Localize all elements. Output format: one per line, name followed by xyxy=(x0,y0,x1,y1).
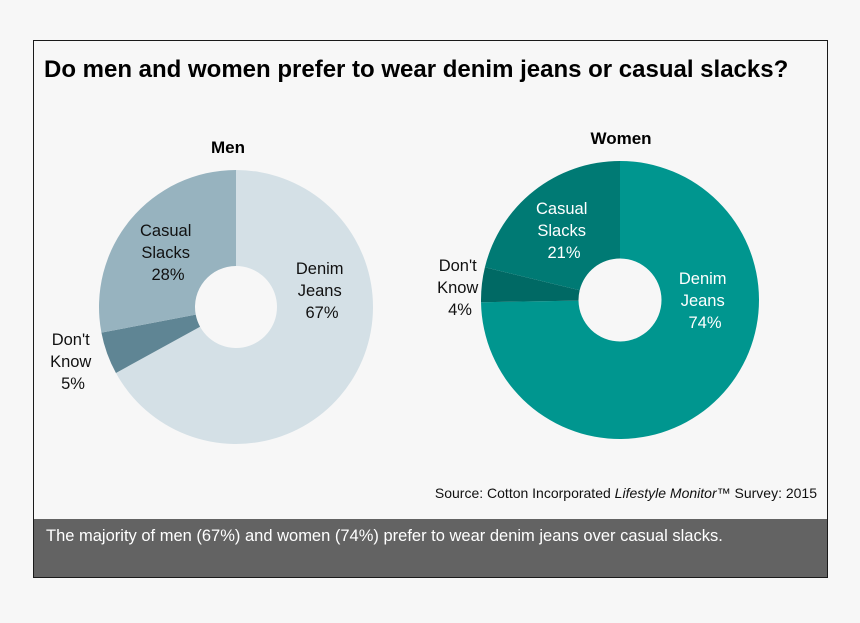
source-suffix: ™ Survey: 2015 xyxy=(716,485,817,501)
men-slice-denim-jeans xyxy=(115,170,373,445)
men-label-dont-know: Don't Know 5% xyxy=(50,331,96,393)
women-chart-title: Women xyxy=(590,129,651,148)
women-label-dont-know: Don't Know 4% xyxy=(437,257,483,319)
takeaway-banner: The majority of men (67%) and women (74%… xyxy=(34,519,827,577)
men-donut-chart: Men Denim Jeans 67% Don't Know 5% Casual… xyxy=(50,138,373,445)
infographic-card: Do men and women prefer to wear denim je… xyxy=(33,40,828,578)
men-slice-dont-know xyxy=(101,314,201,374)
men-chart-title: Men xyxy=(211,138,245,157)
women-label-casual-slacks: Casual Slacks 21% xyxy=(536,200,592,262)
men-label-casual-slacks: Casual Slacks 28% xyxy=(140,222,196,284)
men-label-denim-jeans: Denim Jeans 67% xyxy=(296,260,348,322)
women-slice-dont-know xyxy=(481,267,580,303)
source-publication: Lifestyle Monitor xyxy=(614,485,717,501)
women-donut-chart: Women Denim Jeans 74% Don't Know 4% Casu… xyxy=(437,129,760,439)
men-slice-casual-slacks xyxy=(98,170,236,333)
donut-charts: Men Denim Jeans 67% Don't Know 5% Casual… xyxy=(50,129,760,445)
women-slice-denim-jeans xyxy=(481,161,760,439)
source-note: Source: Cotton Incorporated Lifestyle Mo… xyxy=(435,485,817,501)
source-prefix: Source: Cotton Incorporated xyxy=(434,485,615,501)
women-slice-casual-slacks xyxy=(484,161,620,291)
chart-title: Do men and women prefer to wear denim je… xyxy=(44,56,789,83)
women-label-denim-jeans: Denim Jeans 74% xyxy=(679,270,731,332)
